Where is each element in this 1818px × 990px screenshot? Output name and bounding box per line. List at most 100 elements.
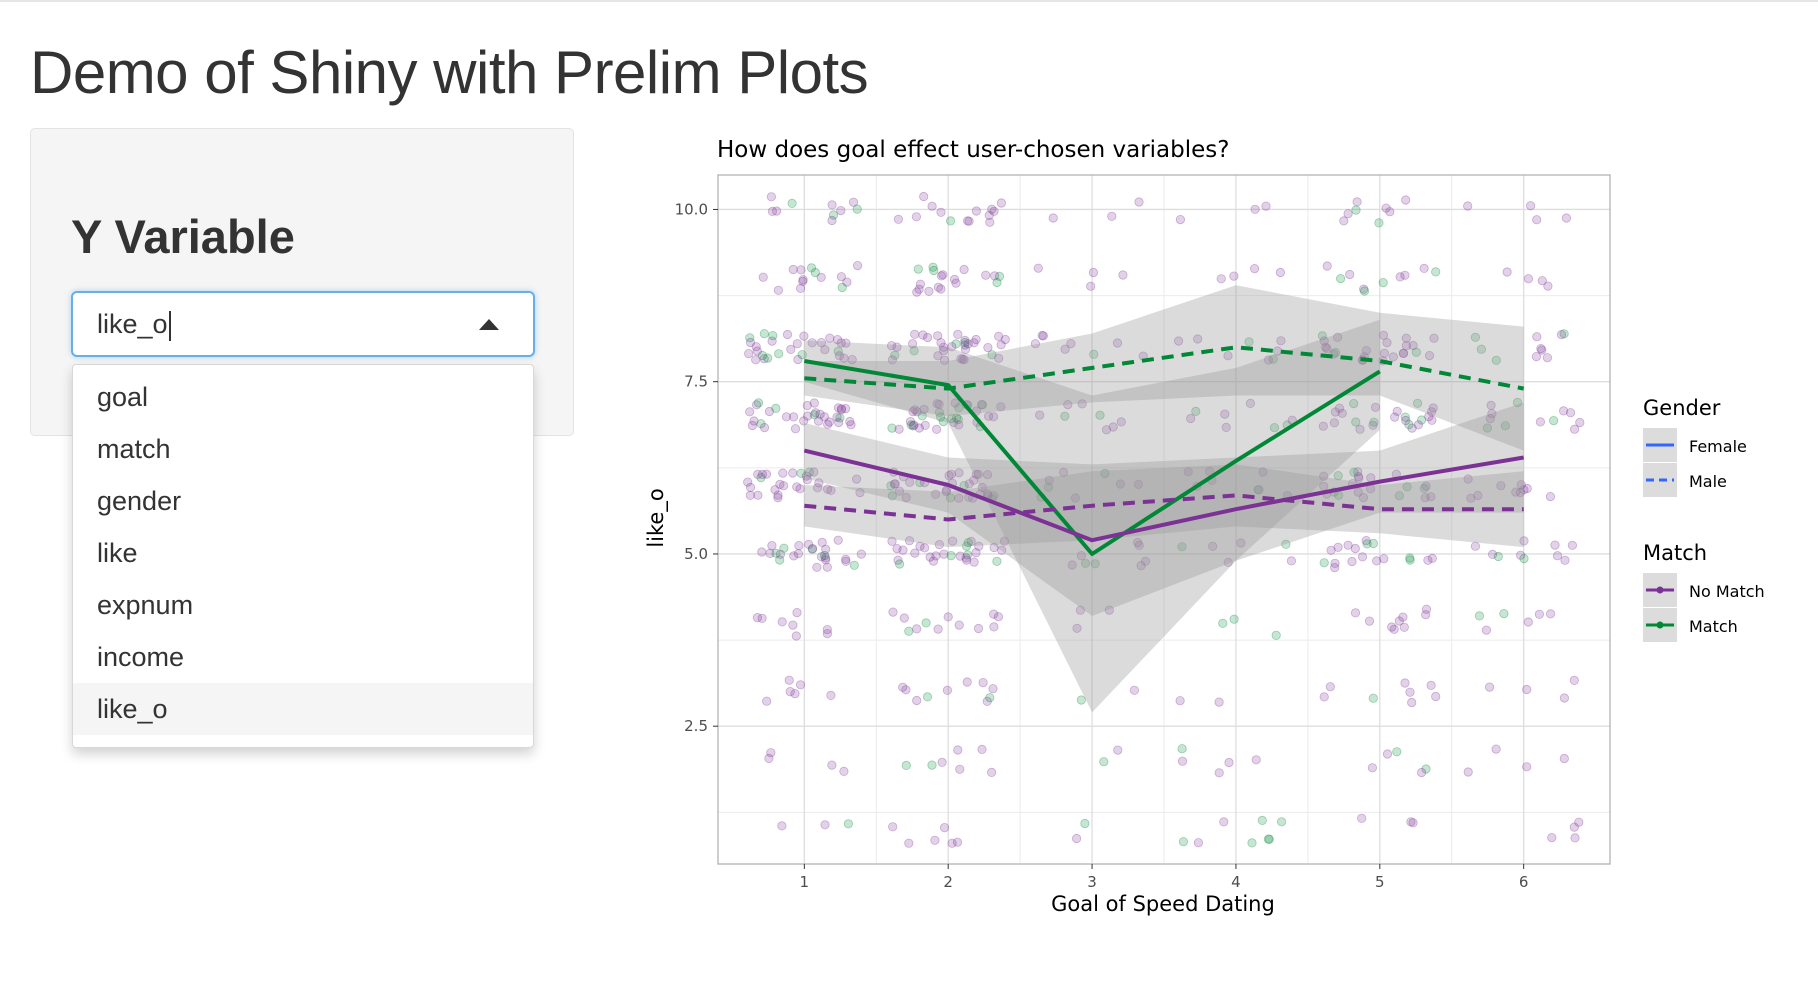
data-point <box>925 552 935 562</box>
data-point <box>840 403 851 414</box>
data-point <box>811 408 821 418</box>
confidence-ribbon-1 <box>804 285 1524 451</box>
data-point <box>987 204 997 214</box>
data-point <box>757 547 767 557</box>
data-point <box>973 469 983 479</box>
data-point <box>1424 350 1435 361</box>
data-point <box>966 536 976 547</box>
x-tick-label: 1 <box>800 873 810 891</box>
data-point <box>921 618 931 628</box>
data-point <box>894 424 904 434</box>
data-point <box>1512 397 1523 408</box>
data-point <box>1398 612 1408 622</box>
data-point <box>819 412 830 422</box>
data-point <box>1482 423 1493 433</box>
data-point <box>765 548 775 559</box>
dropdown-option-expnum[interactable]: expnum <box>97 590 194 620</box>
y-tick-label: 7.5 <box>684 373 708 391</box>
dropdown-option-gender[interactable]: gender <box>97 486 182 516</box>
data-point <box>1101 425 1112 435</box>
data-point <box>762 696 772 706</box>
dropdown-option-like_o[interactable]: like_o <box>73 683 533 735</box>
data-point <box>816 337 827 348</box>
data-point <box>999 536 1010 546</box>
dropdown-option-goal[interactable]: goal <box>97 382 149 412</box>
data-point <box>1030 339 1041 349</box>
data-point <box>836 272 847 282</box>
data-point <box>888 607 898 617</box>
data-point <box>1033 263 1043 273</box>
x-tick-label: 5 <box>1375 873 1385 891</box>
data-point <box>1286 556 1297 566</box>
data-point <box>1394 491 1405 501</box>
data-point <box>826 485 836 495</box>
data-point <box>1499 608 1509 619</box>
data-point <box>774 349 784 359</box>
data-point <box>933 282 944 292</box>
data-point <box>1545 491 1556 502</box>
data-point <box>1218 618 1228 628</box>
data-point <box>1474 611 1485 621</box>
y-variable-label: Y Variable <box>71 210 295 263</box>
dropdown-option-income[interactable]: income <box>97 642 185 672</box>
data-point <box>835 413 845 423</box>
data-point <box>922 692 933 702</box>
scatter-points <box>743 191 1585 848</box>
data-point <box>950 398 960 408</box>
data-point <box>791 631 801 641</box>
data-point <box>1275 267 1286 278</box>
dropdown-arrow-up-icon[interactable] <box>479 319 499 330</box>
data-point <box>1353 467 1363 477</box>
data-point <box>962 550 973 560</box>
data-point <box>919 404 929 414</box>
data-point <box>1574 817 1584 827</box>
data-point <box>1112 338 1123 348</box>
data-point <box>928 262 938 272</box>
data-point <box>1361 345 1371 356</box>
data-point <box>788 412 799 422</box>
data-point <box>1421 610 1431 620</box>
data-point <box>766 748 776 758</box>
data-point <box>932 399 942 409</box>
y-tick-label: 5.0 <box>684 545 708 563</box>
data-point <box>745 407 755 417</box>
data-point <box>749 416 759 426</box>
data-point <box>1463 474 1473 484</box>
data-point <box>1523 274 1534 284</box>
y-variable-select[interactable]: like_o <box>71 291 535 357</box>
data-point <box>789 551 799 561</box>
dropdown-option-match[interactable]: match <box>97 434 171 464</box>
data-point <box>1542 353 1553 363</box>
data-point <box>936 338 946 348</box>
data-point <box>852 204 862 214</box>
data-point <box>785 686 795 697</box>
data-point <box>989 609 999 619</box>
data-point <box>1343 540 1353 550</box>
data-point <box>1353 471 1364 482</box>
data-point <box>1427 553 1437 564</box>
data-point <box>910 405 920 415</box>
data-point <box>790 689 800 699</box>
data-point <box>812 562 822 572</box>
data-point <box>792 482 802 492</box>
data-point <box>751 355 761 365</box>
data-point <box>1319 471 1329 481</box>
data-point <box>822 628 833 639</box>
data-point <box>1136 560 1146 571</box>
data-point <box>1466 493 1476 503</box>
data-point <box>992 277 1002 288</box>
data-point <box>959 355 969 365</box>
dropdown-option-like[interactable]: like <box>97 538 138 568</box>
data-point <box>1038 331 1049 341</box>
data-point <box>786 344 796 354</box>
data-point <box>946 469 957 479</box>
data-point <box>1552 551 1563 561</box>
data-point <box>907 339 918 349</box>
data-point <box>1330 558 1340 568</box>
data-point <box>1354 473 1364 483</box>
data-point <box>1385 207 1395 217</box>
data-point <box>1261 201 1271 211</box>
data-point <box>914 284 924 294</box>
data-point <box>775 555 785 565</box>
data-point <box>1400 678 1410 688</box>
